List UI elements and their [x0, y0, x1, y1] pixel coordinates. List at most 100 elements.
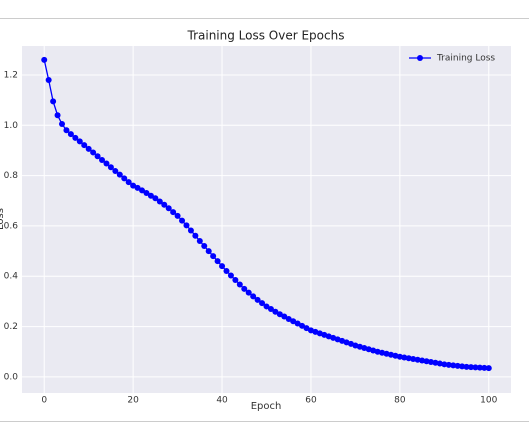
point	[90, 149, 97, 156]
point	[130, 182, 137, 189]
point	[441, 361, 448, 368]
point	[276, 311, 283, 318]
point	[223, 267, 230, 274]
point	[45, 76, 52, 83]
point	[54, 112, 61, 119]
chart-title: Training Loss Over Epochs	[187, 29, 345, 43]
point	[192, 232, 199, 239]
point	[147, 192, 154, 199]
point	[85, 145, 92, 152]
point	[259, 300, 266, 307]
point	[210, 253, 217, 260]
point	[112, 168, 119, 175]
point	[134, 184, 141, 191]
point	[285, 316, 292, 323]
point	[125, 179, 132, 186]
point	[272, 308, 279, 315]
point	[245, 289, 252, 296]
point	[419, 357, 426, 364]
point	[481, 364, 488, 371]
y-tick-label: 0.6	[4, 221, 19, 231]
point	[121, 175, 128, 182]
point	[116, 171, 123, 178]
x-tick-label: 100	[480, 396, 497, 406]
point	[405, 355, 412, 362]
point	[423, 358, 430, 365]
point	[103, 160, 110, 167]
legend-marker	[417, 55, 423, 61]
point	[236, 281, 243, 288]
point	[81, 142, 88, 149]
point	[263, 303, 270, 310]
point	[267, 305, 274, 312]
point	[299, 322, 306, 329]
point	[250, 293, 257, 300]
point	[67, 131, 74, 138]
point	[454, 362, 461, 369]
point	[59, 121, 66, 128]
point	[50, 98, 57, 105]
y-axis-label: Loss	[0, 208, 6, 230]
point	[241, 285, 248, 292]
point	[187, 227, 194, 234]
point	[179, 217, 186, 224]
y-tick-label: 0.0	[4, 372, 19, 382]
point	[165, 205, 172, 212]
point	[219, 263, 226, 270]
point	[485, 365, 492, 372]
x-tick-label: 80	[394, 396, 406, 406]
point	[432, 359, 439, 366]
x-axis-label: Epoch	[251, 401, 282, 412]
point	[445, 361, 452, 368]
point	[183, 222, 190, 229]
x-tick-label: 40	[216, 396, 228, 406]
point	[41, 56, 48, 63]
y-tick-label: 0.8	[4, 171, 19, 181]
point	[205, 248, 212, 255]
point	[436, 360, 443, 367]
point	[232, 277, 239, 284]
point	[476, 364, 483, 371]
point	[99, 156, 106, 163]
point	[472, 364, 479, 371]
point	[156, 198, 163, 205]
point	[401, 354, 408, 361]
point	[143, 189, 150, 196]
point	[427, 359, 434, 366]
y-tick-label: 0.2	[4, 322, 18, 332]
point	[414, 356, 421, 363]
point	[254, 296, 261, 303]
point	[227, 272, 234, 279]
y-tick-label: 1.0	[4, 121, 19, 131]
point	[63, 127, 70, 134]
point	[94, 153, 101, 160]
y-tick-label: 0.4	[4, 272, 19, 282]
point	[107, 164, 114, 171]
x-tick-label: 20	[127, 396, 139, 406]
point	[450, 362, 457, 369]
point	[410, 356, 417, 363]
point	[303, 325, 310, 332]
point	[152, 195, 159, 202]
point	[396, 353, 403, 360]
point	[459, 363, 466, 370]
point	[201, 243, 208, 250]
point	[463, 363, 470, 370]
point	[281, 313, 288, 320]
point	[467, 364, 474, 371]
point	[170, 209, 177, 216]
point	[294, 320, 301, 327]
point	[76, 138, 83, 145]
point	[290, 318, 297, 325]
x-tick-label: 60	[305, 396, 317, 406]
point	[161, 201, 168, 208]
point	[72, 134, 79, 141]
x-tick-label: 0	[41, 396, 47, 406]
point	[174, 212, 181, 219]
y-tick-label: 1.2	[4, 70, 18, 80]
legend-label: Training Loss	[436, 54, 495, 64]
point	[196, 238, 203, 245]
point	[139, 187, 146, 194]
